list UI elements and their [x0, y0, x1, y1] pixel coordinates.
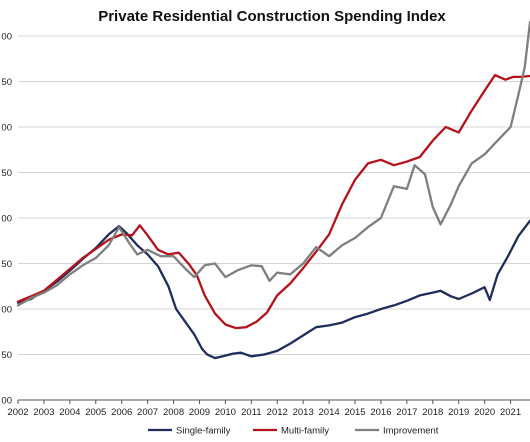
series-line-single-family: [16, 219, 530, 360]
x-tick-label: 2020: [474, 407, 495, 418]
y-tick-label: 50: [1, 350, 12, 361]
x-tick-label: 2011: [241, 407, 261, 418]
legend-label: Multi-family: [281, 426, 329, 437]
x-tick-label: 2013: [293, 407, 314, 418]
x-tick-label: 2010: [215, 407, 236, 418]
x-tick-label: 2012: [267, 407, 288, 418]
x-tick-label: 2005: [85, 407, 106, 418]
y-axis-tick-labels: 00 50 00 50 00 50 00 50 00: [1, 32, 12, 407]
x-axis: 2002 2003 2004 2005 2006 2007 2008 2009 2010 2011…: [7, 399, 530, 418]
y-tick-label: 50: [1, 168, 12, 179]
legend-label: Single-family: [176, 426, 231, 437]
x-tick-label: 2008: [163, 407, 184, 418]
x-tick-label: 2016: [370, 407, 391, 418]
chart-title: Private Residential Construction Spendin…: [98, 8, 446, 25]
x-tick-label: 2021: [500, 407, 521, 418]
x-tick-label: 2003: [33, 407, 54, 418]
y-tick-label: 00: [1, 123, 12, 134]
series-lines: [16, 21, 530, 360]
x-tick-label: 2014: [319, 407, 340, 418]
series-line-multi-family: [16, 73, 530, 330]
x-tick-label: 2006: [111, 407, 132, 418]
series-line-improvement: [16, 21, 530, 307]
y-tick-label: 00: [1, 396, 12, 407]
legend: Single-family Multi-family Improvement: [148, 426, 439, 437]
x-tick-label: 2017: [396, 407, 417, 418]
legend-label: Improvement: [383, 426, 439, 437]
y-tick-label: 50: [1, 259, 12, 270]
y-tick-label: 00: [1, 305, 12, 316]
x-tick-label: 2019: [448, 407, 469, 418]
x-tick-label: 2004: [59, 407, 80, 418]
x-tick-label: 2018: [422, 407, 443, 418]
x-tick-label: 2007: [137, 407, 158, 418]
y-tick-label: 00: [1, 214, 12, 225]
gridlines: [18, 35, 530, 401]
x-tick-label: 2009: [189, 407, 210, 418]
x-tick-label: 2002: [7, 407, 28, 418]
y-tick-label: 00: [1, 32, 12, 43]
x-tick-label: 2015: [344, 407, 365, 418]
y-tick-label: 50: [1, 77, 12, 88]
